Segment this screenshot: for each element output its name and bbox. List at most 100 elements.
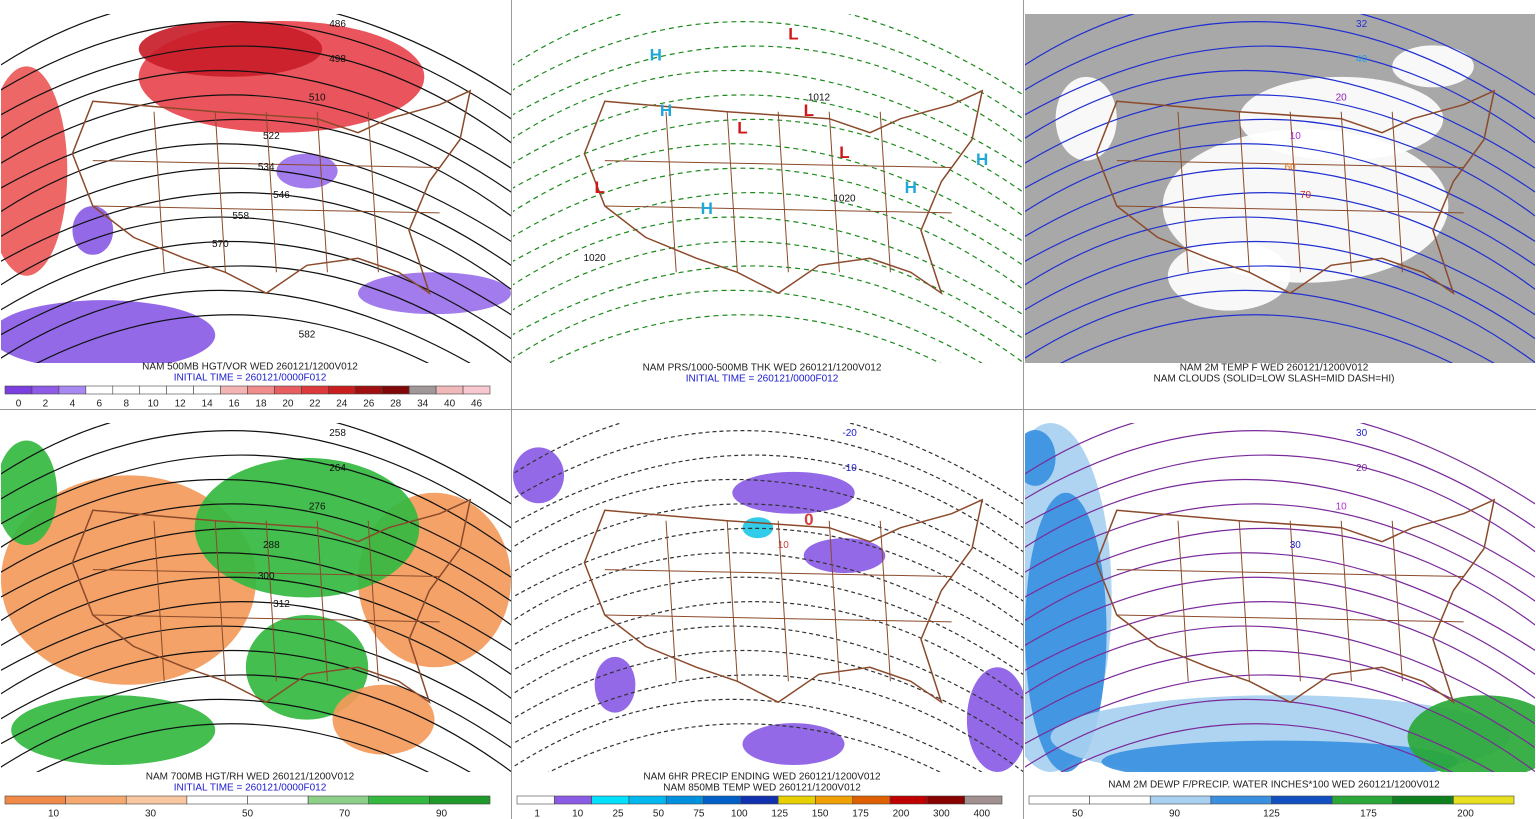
colorbar-segment	[665, 795, 704, 805]
map-label: 312	[273, 599, 290, 610]
map: 258 264 276 288 300 312	[1, 423, 511, 772]
panel: 32 40 20 10 60 70 NAM 2M TEMP F WED 260121/120…	[1025, 14, 1535, 385]
map-label: 522	[263, 131, 280, 142]
map-background	[513, 14, 1023, 363]
contour	[1025, 167, 1535, 267]
contour	[513, 650, 1023, 749]
colorbar-segment	[1028, 795, 1090, 805]
colorbar-segment	[703, 795, 742, 805]
shaded-area	[513, 447, 564, 504]
state-line	[1116, 569, 1464, 578]
colorbar-segment	[927, 795, 965, 805]
colorbar-segment	[815, 795, 854, 805]
caption: NAM 500MB HGT/VOR WED 260121/1200V012	[142, 362, 358, 373]
colorbar-segment	[1453, 795, 1515, 805]
colorbar-segment	[4, 795, 66, 805]
state-line	[214, 520, 226, 682]
state-line	[828, 111, 840, 273]
caption: NAM 6HR PRECIP ENDING WED 260121/1200V01…	[643, 772, 881, 783]
colorbar-label: 200	[1457, 809, 1474, 819]
colorbar-segment	[740, 795, 779, 805]
map: L L L L L H H H H H 1020 1012 1020	[513, 14, 1023, 363]
colorbar-segment	[58, 385, 87, 395]
contour	[1, 454, 511, 553]
colorbar-segment	[964, 795, 1003, 805]
contour	[513, 423, 1023, 505]
map-label: 276	[309, 501, 326, 512]
colorbar-segment	[31, 385, 60, 395]
state-line	[665, 111, 677, 273]
contour	[1060, 723, 1453, 772]
caption: NAM 2M DEWP F/PRECIP. WATER INCHES*100 W…	[1108, 780, 1440, 791]
contour	[1, 289, 471, 363]
colorbar-label: 12	[175, 399, 187, 410]
contour	[1, 241, 511, 340]
contour	[1025, 94, 1535, 193]
contour	[513, 430, 1023, 529]
colorbar-segment	[1210, 795, 1272, 805]
map-label: 558	[232, 211, 249, 222]
country-outline	[583, 89, 984, 296]
contour	[1025, 527, 1535, 626]
caption: NAM PRS/1000-500MB THK WED 260121/1200V0…	[643, 363, 882, 374]
state-line	[316, 520, 328, 682]
colorbar-label: 150	[812, 809, 829, 819]
state-line	[1391, 520, 1403, 682]
shaded-area	[11, 695, 216, 766]
shaded-area	[72, 205, 114, 255]
colorbar-segment	[193, 385, 221, 395]
contour	[1025, 241, 1535, 340]
contour	[548, 314, 941, 363]
shaded-area	[1, 440, 58, 546]
shaded-area	[803, 538, 886, 574]
contour	[513, 479, 1023, 578]
colorbar-label: 300	[933, 809, 950, 819]
map: 32 40 20 10 60 70	[1025, 14, 1535, 363]
caption: NAM CLOUDS (SOLID=LOW SLASH=MID DASH=HI)	[1154, 374, 1395, 385]
contour	[513, 21, 1023, 120]
colorbar-segment	[301, 385, 329, 395]
state-line	[214, 111, 226, 273]
shaded-area	[1025, 429, 1056, 486]
panel: 30 20 10 30 NAM 2M DEWP F/PRECIP. WATER INCH…	[1025, 423, 1535, 819]
shaded-area	[1, 300, 216, 363]
colorbar-label: 125	[1263, 809, 1280, 819]
contour	[1025, 552, 1535, 652]
state-line	[1116, 614, 1464, 623]
contour	[1025, 479, 1535, 578]
colorbar-label: 70	[339, 809, 351, 819]
country-outline	[1095, 498, 1496, 705]
colorbar-segment	[65, 795, 127, 805]
shaded-area	[742, 723, 845, 766]
contour	[548, 723, 941, 772]
contour	[513, 576, 1023, 676]
contour	[1025, 625, 1535, 725]
caption: INITIAL TIME = 260121/0000F012	[174, 783, 327, 794]
colorbar-label: 175	[852, 809, 869, 819]
state-line	[1340, 111, 1352, 273]
colorbar-label: 22	[309, 399, 321, 410]
map-label: 1020	[583, 253, 606, 264]
colorbar-segment	[139, 385, 167, 395]
colorbar-segment	[516, 795, 555, 805]
state-line	[153, 520, 165, 682]
contour	[1025, 143, 1535, 243]
map-label: L	[595, 178, 605, 197]
contour	[1, 576, 511, 676]
contour	[1, 118, 511, 217]
colorbar-label: 8	[123, 399, 129, 410]
state-line	[1289, 111, 1301, 273]
contour	[1025, 698, 1495, 772]
map-label: 70	[1300, 190, 1312, 201]
state-line	[828, 520, 840, 682]
state-line	[726, 111, 738, 273]
colorbar-segment	[408, 385, 437, 395]
colorbar-segment	[1392, 795, 1454, 805]
contour	[1, 423, 511, 505]
map-label: 30	[1356, 428, 1368, 439]
colorbar-label: 50	[653, 809, 665, 819]
colorbar-segment	[247, 385, 275, 395]
colorbar-label: 28	[390, 399, 402, 410]
map-label: 546	[273, 190, 290, 201]
contour	[1025, 503, 1535, 602]
